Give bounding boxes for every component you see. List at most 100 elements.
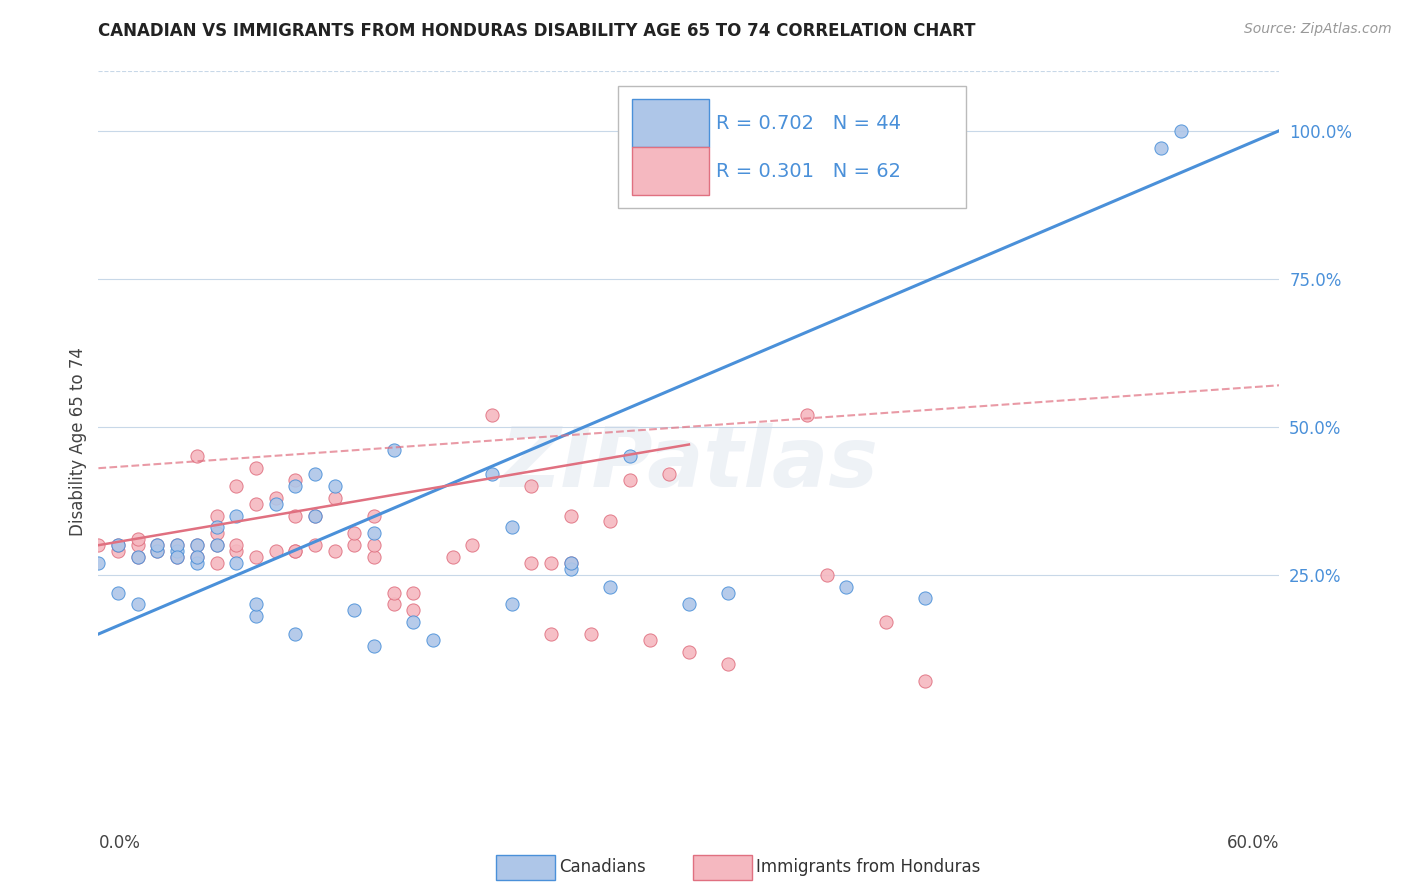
Point [166,544,188,558]
Y-axis label: Disability Age 65 to 74: Disability Age 65 to 74 [69,347,87,536]
Point [205,538,228,552]
Point [323,544,346,558]
Point [363,526,385,541]
Point [599,515,621,529]
Point [205,538,228,552]
Point [186,549,208,564]
Point [382,585,405,599]
Point [304,508,326,523]
Text: Canadians: Canadians [560,858,647,876]
Point [914,674,936,689]
Point [127,538,149,552]
Point [146,538,169,552]
Text: ZIPatlas: ZIPatlas [501,423,877,504]
Point [186,538,208,552]
Point [461,538,484,552]
Point [186,450,208,464]
Point [304,467,326,482]
Point [284,473,307,487]
Point [717,657,740,671]
Point [599,580,621,594]
Point [540,556,562,570]
Point [186,549,208,564]
Point [284,544,307,558]
Point [382,598,405,612]
Point [1150,141,1173,155]
Text: Immigrants from Honduras: Immigrants from Honduras [756,858,981,876]
Point [284,627,307,641]
Point [579,627,602,641]
Point [245,497,267,511]
Point [245,609,267,624]
Point [402,585,425,599]
Point [146,544,169,558]
Point [540,627,562,641]
Point [166,538,188,552]
Point [87,556,110,570]
Point [717,585,740,599]
Point [225,479,247,493]
Point [107,538,129,552]
Point [796,408,818,422]
Point [835,580,858,594]
Point [186,556,208,570]
Point [402,615,425,630]
Point [678,645,700,659]
Text: CANADIAN VS IMMIGRANTS FROM HONDURAS DISABILITY AGE 65 TO 74 CORRELATION CHART: CANADIAN VS IMMIGRANTS FROM HONDURAS DIS… [98,22,976,40]
Point [619,450,641,464]
Text: R = 0.702   N = 44: R = 0.702 N = 44 [716,113,901,133]
Point [225,538,247,552]
Point [166,538,188,552]
Point [146,544,169,558]
Point [560,562,582,576]
Point [481,408,503,422]
Point [127,598,149,612]
Point [678,598,700,612]
Point [875,615,897,630]
Point [304,508,326,523]
Point [166,549,188,564]
Point [166,549,188,564]
Point [343,603,366,617]
Text: 60.0%: 60.0% [1227,834,1279,852]
Point [323,491,346,505]
Point [284,508,307,523]
Point [1170,123,1192,137]
Point [225,556,247,570]
Point [127,533,149,547]
Point [205,508,228,523]
Point [87,538,110,552]
Point [815,567,838,582]
Point [284,479,307,493]
Point [264,544,287,558]
Point [205,526,228,541]
Point [107,585,129,599]
Point [264,491,287,505]
Point [363,639,385,653]
Point [501,598,523,612]
Point [501,520,523,534]
Point [205,520,228,534]
FancyBboxPatch shape [633,147,709,195]
Point [284,544,307,558]
Point [343,526,366,541]
Point [107,538,129,552]
Point [127,549,149,564]
Point [560,508,582,523]
Point [304,538,326,552]
Point [520,479,543,493]
Point [560,556,582,570]
Point [363,549,385,564]
Point [225,544,247,558]
Point [245,598,267,612]
Text: R = 0.301   N = 62: R = 0.301 N = 62 [716,161,901,181]
Point [107,544,129,558]
Point [245,461,267,475]
Point [264,497,287,511]
Point [343,538,366,552]
Point [914,591,936,606]
FancyBboxPatch shape [633,99,709,147]
Point [638,632,661,647]
Point [146,538,169,552]
FancyBboxPatch shape [619,87,966,209]
